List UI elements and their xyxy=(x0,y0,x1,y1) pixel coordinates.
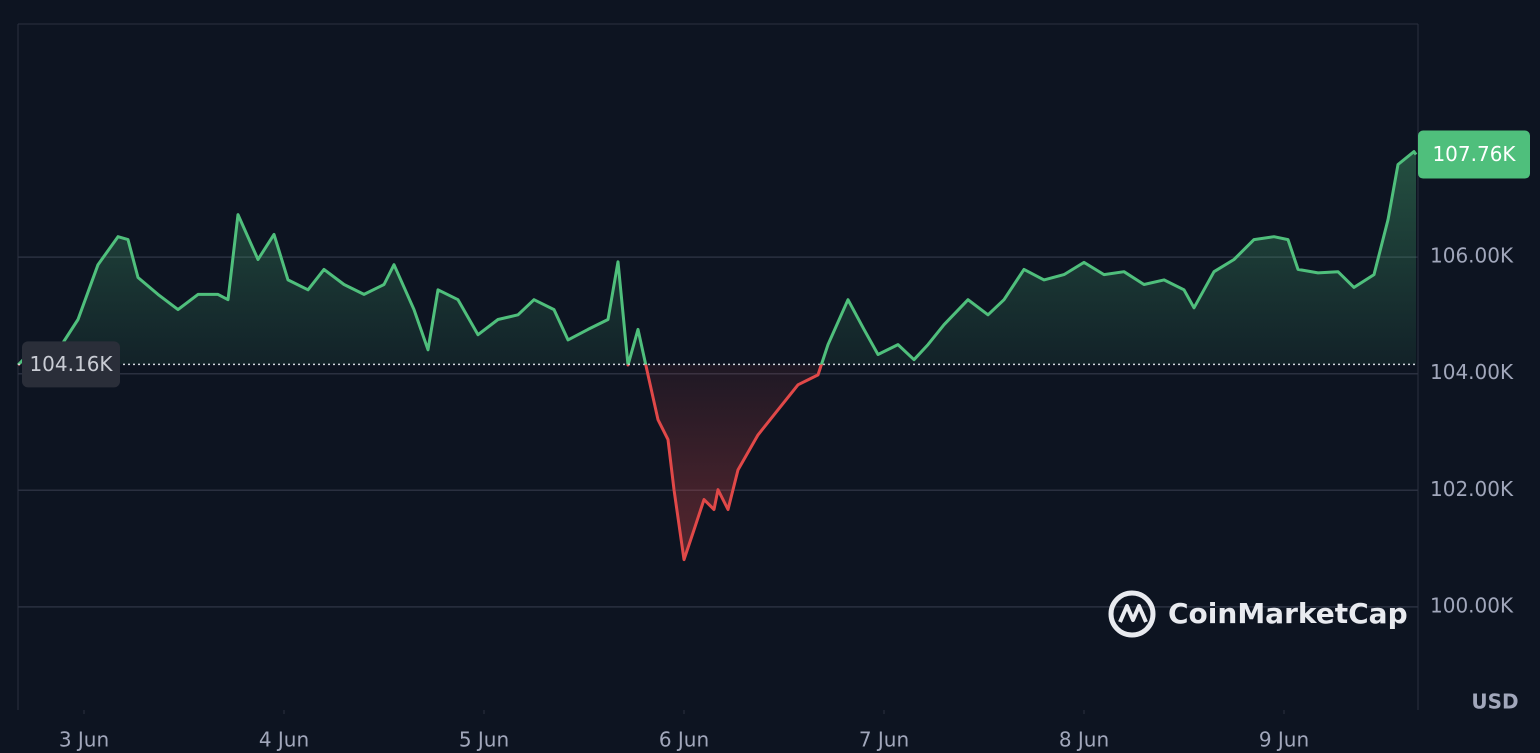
x-tick-label: 3 Jun xyxy=(59,728,109,752)
watermark-text: CoinMarketCap xyxy=(1168,597,1408,630)
y-tick-label: 106.00K xyxy=(1430,244,1514,268)
price-area xyxy=(18,151,1416,560)
x-tick-label: 5 Jun xyxy=(459,728,509,752)
y-tick-label: 100.00K xyxy=(1430,593,1514,617)
y-tick-label: 104.00K xyxy=(1430,360,1514,384)
price-line xyxy=(16,150,1418,562)
x-tick-label: 8 Jun xyxy=(1059,728,1109,752)
watermark: CoinMarketCap xyxy=(1108,590,1408,638)
last-price-badge xyxy=(1418,130,1530,179)
last-price-label: 107.76K xyxy=(1432,142,1516,166)
x-tick-label: 4 Jun xyxy=(259,728,309,752)
x-tick-label: 7 Jun xyxy=(859,728,909,752)
currency-label: USD xyxy=(1471,690,1518,714)
y-tick-label: 102.00K xyxy=(1430,477,1514,501)
reference-badge xyxy=(22,341,120,388)
x-tick-label: 6 Jun xyxy=(659,728,709,752)
x-tick-label: 9 Jun xyxy=(1259,728,1309,752)
reference-label: 104.16K xyxy=(29,352,113,376)
